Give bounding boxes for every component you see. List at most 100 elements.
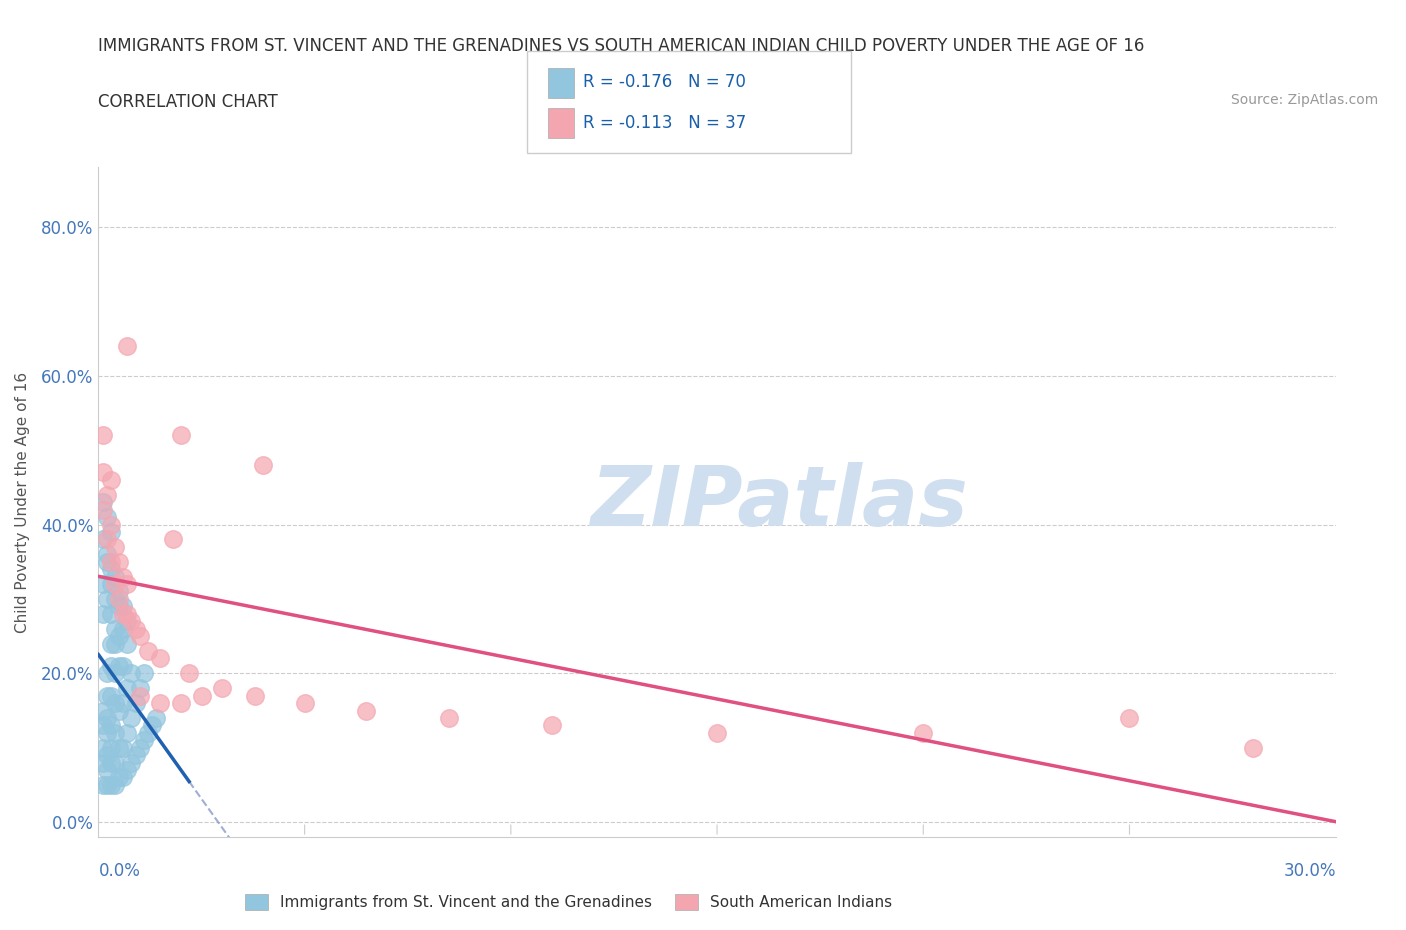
Point <box>96 591 118 606</box>
Point <box>91 577 114 591</box>
Point <box>294 696 316 711</box>
Point <box>100 777 122 792</box>
Point <box>91 703 114 718</box>
Point <box>252 458 274 472</box>
Text: Source: ZipAtlas.com: Source: ZipAtlas.com <box>1230 93 1378 107</box>
Point <box>117 636 139 651</box>
Point <box>124 748 146 763</box>
Point <box>100 517 122 532</box>
Point <box>170 428 193 443</box>
Point <box>100 688 122 703</box>
Point <box>912 725 935 740</box>
Point <box>100 658 122 673</box>
Point <box>100 554 122 569</box>
Point <box>112 770 135 785</box>
Point <box>96 725 118 740</box>
Text: ZIPatlas: ZIPatlas <box>591 461 967 543</box>
Point <box>120 614 142 629</box>
Point <box>162 532 184 547</box>
Point <box>136 644 159 658</box>
Point <box>91 532 114 547</box>
Point <box>112 658 135 673</box>
Point <box>170 696 193 711</box>
Point <box>91 465 114 480</box>
Point <box>128 688 150 703</box>
Point <box>108 703 131 718</box>
Point <box>108 584 131 599</box>
Point <box>437 711 460 725</box>
Point <box>117 577 139 591</box>
Point <box>96 666 118 681</box>
Text: 30.0%: 30.0% <box>1284 862 1336 881</box>
Point <box>132 666 155 681</box>
Point <box>96 688 118 703</box>
Point <box>96 547 118 562</box>
Point <box>108 629 131 644</box>
Point <box>136 725 159 740</box>
Point <box>91 777 114 792</box>
Text: CORRELATION CHART: CORRELATION CHART <box>98 93 278 111</box>
Point <box>190 688 212 703</box>
Point <box>91 740 114 755</box>
Point <box>112 569 135 584</box>
Point <box>91 718 114 733</box>
Point <box>120 666 142 681</box>
Legend: Immigrants from St. Vincent and the Grenadines, South American Indians: Immigrants from St. Vincent and the Gren… <box>239 888 898 916</box>
Point <box>1241 740 1264 755</box>
Point <box>91 502 114 517</box>
Point <box>91 606 114 621</box>
Point <box>108 770 131 785</box>
Point <box>104 666 127 681</box>
Point <box>149 651 172 666</box>
Point <box>91 755 114 770</box>
Point <box>108 599 131 614</box>
Point <box>149 696 172 711</box>
Point <box>104 725 127 740</box>
Point <box>108 591 131 606</box>
Point <box>117 725 139 740</box>
Point <box>96 532 118 547</box>
Point <box>96 777 118 792</box>
Point <box>104 569 127 584</box>
Point <box>120 711 142 725</box>
Point <box>96 763 118 777</box>
Point <box>243 688 266 703</box>
Point <box>100 525 122 539</box>
Point <box>124 696 146 711</box>
Point <box>96 487 118 502</box>
Y-axis label: Child Poverty Under the Age of 16: Child Poverty Under the Age of 16 <box>15 372 30 632</box>
Point <box>124 621 146 636</box>
Point <box>179 666 201 681</box>
Point <box>541 718 564 733</box>
Point <box>96 748 118 763</box>
Point <box>100 740 122 755</box>
Point <box>117 614 139 629</box>
Point <box>100 755 122 770</box>
Point <box>100 577 122 591</box>
Point <box>132 733 155 748</box>
Point <box>112 599 135 614</box>
Text: IMMIGRANTS FROM ST. VINCENT AND THE GRENADINES VS SOUTH AMERICAN INDIAN CHILD PO: IMMIGRANTS FROM ST. VINCENT AND THE GREN… <box>98 37 1144 55</box>
Point <box>112 696 135 711</box>
Point <box>104 696 127 711</box>
Point <box>96 554 118 569</box>
Point <box>211 681 233 696</box>
Point <box>117 339 139 353</box>
Point <box>128 629 150 644</box>
Point <box>96 711 118 725</box>
Point <box>112 740 135 755</box>
Text: 0.0%: 0.0% <box>98 862 141 881</box>
Point <box>104 591 127 606</box>
Point <box>108 658 131 673</box>
Point <box>145 711 167 725</box>
Point <box>356 703 378 718</box>
Point <box>100 636 122 651</box>
Point <box>128 681 150 696</box>
Point <box>112 606 135 621</box>
Point <box>100 472 122 487</box>
Point <box>117 763 139 777</box>
Point <box>141 718 163 733</box>
Point <box>108 740 131 755</box>
Point <box>104 577 127 591</box>
Point <box>91 428 114 443</box>
